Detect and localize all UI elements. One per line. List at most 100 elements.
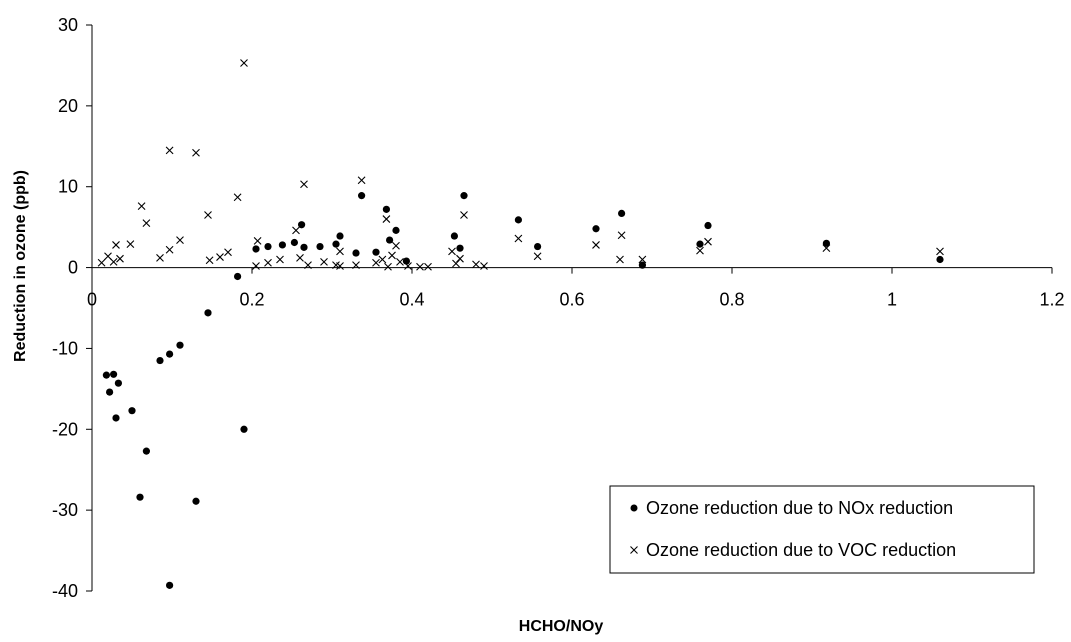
data-point-dot bbox=[386, 236, 394, 244]
data-point-cross bbox=[424, 262, 432, 271]
data-point-dot bbox=[382, 205, 390, 213]
legend-marker-voc bbox=[630, 546, 638, 554]
x-tick-label: 1 bbox=[887, 290, 897, 310]
data-point-cross bbox=[384, 262, 392, 271]
data-point-dot bbox=[234, 272, 242, 281]
data-point-cross bbox=[460, 211, 468, 219]
data-point-cross bbox=[112, 241, 120, 249]
data-point-cross bbox=[357, 176, 366, 185]
data-point-dot bbox=[534, 242, 542, 251]
data-point-cross bbox=[320, 258, 328, 266]
data-point-cross bbox=[404, 262, 412, 270]
data-point-cross bbox=[592, 241, 600, 249]
data-point-cross bbox=[126, 240, 135, 249]
data-point-cross bbox=[452, 259, 460, 268]
data-point-dot bbox=[456, 244, 464, 252]
data-point-cross bbox=[142, 219, 151, 227]
legend-label-voc: Ozone reduction due to VOC reduction bbox=[646, 540, 956, 560]
data-point-dot bbox=[514, 216, 523, 224]
axes: 30 20 10 0 -10 -20 -30 -40 0 0.2 0.4 0.6 0.8 1 1.2 bbox=[52, 15, 1065, 601]
x-tick-label: 0.4 bbox=[399, 290, 424, 310]
data-point-cross bbox=[336, 247, 344, 256]
y-tick-label: -10 bbox=[52, 338, 78, 358]
data-point-dot bbox=[704, 221, 712, 230]
data-point-dot bbox=[358, 192, 366, 200]
data-point-dot bbox=[114, 379, 122, 387]
data-point-cross bbox=[296, 253, 304, 262]
data-point-cross bbox=[472, 260, 480, 269]
x-tick-label: 0.6 bbox=[559, 290, 584, 310]
x-axis-title: HCHO/NOy bbox=[519, 618, 604, 635]
data-point-dot bbox=[110, 370, 118, 378]
legend: Ozone reduction due to NOx reduction Ozo… bbox=[609, 485, 1035, 574]
data-point-cross bbox=[372, 258, 380, 267]
data-point-dot bbox=[156, 356, 164, 365]
data-point-dot bbox=[166, 350, 174, 358]
data-point-dot bbox=[142, 447, 150, 455]
data-point-cross bbox=[137, 202, 146, 211]
data-point-cross bbox=[156, 253, 164, 262]
data-point-cross bbox=[617, 231, 626, 240]
x-tick-label: 0.2 bbox=[239, 290, 264, 310]
y-tick-label: -20 bbox=[52, 419, 78, 439]
data-point-dot bbox=[638, 261, 647, 269]
data-point-cross bbox=[392, 241, 400, 250]
data-point-cross bbox=[216, 253, 224, 261]
data-point-dot bbox=[240, 425, 248, 433]
data-point-cross bbox=[109, 258, 118, 266]
data-point-dot bbox=[696, 240, 704, 248]
data-point-dot bbox=[392, 226, 400, 234]
data-point-dot bbox=[278, 241, 286, 249]
data-point-cross bbox=[616, 255, 624, 264]
data-point-cross bbox=[252, 262, 260, 270]
data-point-dot bbox=[936, 255, 944, 264]
x-tick-label: 0 bbox=[87, 290, 97, 310]
y-axis-title: Reduction in ozone (ppb) bbox=[12, 170, 29, 362]
data-point-dot bbox=[618, 209, 626, 217]
data-point-cross bbox=[240, 59, 248, 67]
data-point-cross bbox=[448, 247, 456, 256]
data-point-cross bbox=[165, 146, 174, 155]
data-point-dot bbox=[176, 341, 184, 349]
data-point-dot bbox=[372, 248, 380, 256]
data-point-dot bbox=[822, 239, 831, 247]
y-tick-label: -40 bbox=[52, 581, 78, 601]
data-point-cross bbox=[253, 236, 262, 245]
data-point-cross bbox=[704, 237, 712, 246]
data-point-dot bbox=[192, 497, 200, 505]
data-point-cross bbox=[233, 193, 242, 202]
data-point-cross bbox=[416, 262, 424, 271]
data-point-cross bbox=[304, 261, 312, 270]
y-tick-label: 0 bbox=[68, 258, 78, 278]
series-voc-reduction bbox=[97, 59, 944, 271]
data-point-cross bbox=[292, 226, 300, 235]
data-point-cross bbox=[192, 148, 200, 157]
data-point-dot bbox=[336, 232, 344, 240]
data-point-cross bbox=[533, 252, 542, 261]
x-tick-label: 0.8 bbox=[719, 290, 744, 310]
data-point-dot bbox=[290, 238, 298, 247]
data-point-dot bbox=[128, 407, 136, 415]
data-point-cross bbox=[936, 247, 944, 256]
legend-box bbox=[609, 485, 1035, 574]
data-point-cross bbox=[204, 211, 212, 219]
y-tick-label: -30 bbox=[52, 500, 78, 520]
data-point-cross bbox=[480, 262, 488, 270]
data-point-cross bbox=[176, 236, 184, 244]
data-point-cross bbox=[205, 256, 214, 265]
data-point-cross bbox=[378, 255, 387, 264]
data-point-dot bbox=[460, 192, 468, 200]
data-point-dot bbox=[252, 245, 260, 253]
data-point-cross bbox=[388, 251, 396, 260]
data-point-cross bbox=[300, 180, 308, 189]
data-point-cross bbox=[382, 215, 391, 223]
data-points bbox=[97, 59, 944, 589]
y-tick-label: 30 bbox=[58, 15, 78, 35]
data-point-dot bbox=[102, 371, 110, 379]
data-point-dot bbox=[204, 309, 212, 317]
data-point-dot bbox=[298, 221, 306, 229]
data-point-dot bbox=[300, 243, 308, 251]
data-point-dot bbox=[264, 242, 272, 251]
